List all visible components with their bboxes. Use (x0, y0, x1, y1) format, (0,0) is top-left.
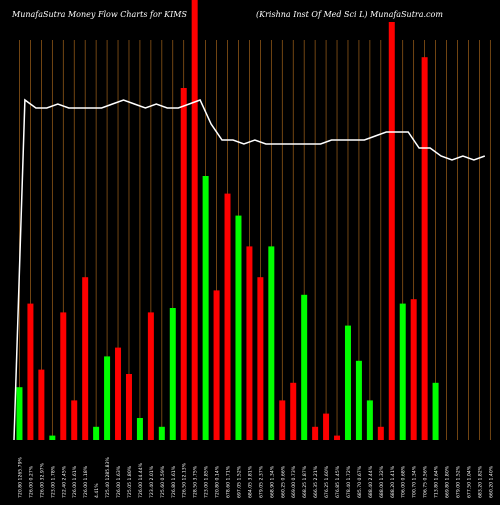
x-tick-label: 725.60 0.59% (160, 465, 166, 498)
x-tick-label: 720.80 0.14% (215, 465, 221, 498)
bar (246, 246, 253, 440)
x-tick-label: 676.85 1.45% (335, 465, 341, 498)
bar (334, 435, 341, 440)
x-tick-label: 728.50 3.75% (193, 465, 199, 498)
bar (158, 426, 165, 440)
x-tick-label: 688.40 2.44% (368, 465, 374, 498)
x-tick-label: 688.20 1.41% (390, 465, 396, 498)
bar (180, 88, 187, 440)
bar (169, 308, 176, 440)
x-tick-label: 726.00 0.27% (28, 465, 34, 498)
x-tick-label: 668.25 1.87% (302, 465, 308, 498)
money-flow-line (13, 98, 486, 441)
x-tick-label: 666.35 2.21% (313, 465, 319, 498)
x-tick-label: 700.70 1.34% (412, 465, 418, 498)
bar (399, 303, 406, 440)
bar (290, 382, 297, 440)
bar (421, 57, 428, 440)
x-tick-label: 726.00 1.63% (116, 465, 122, 498)
bar (136, 418, 143, 440)
x-tick-label: 706.75 0.56% (423, 465, 429, 498)
x-tick-label: 669.80 1.80% (445, 465, 451, 498)
bar (344, 325, 351, 440)
bar (213, 290, 220, 440)
x-tick-label: 678.60 1.71% (226, 465, 232, 498)
x-tick-label: 722.40 2.45% (61, 465, 67, 498)
bar (257, 277, 264, 440)
x-tick-label: 726.00 1.18% (83, 465, 89, 498)
x-tick-label: 684.05 3.81% (247, 465, 253, 498)
x-tick-label: 676.25 1.60% (324, 465, 330, 498)
x-tick-label: 677.50 1.04% (466, 465, 472, 498)
bar (377, 426, 384, 440)
x-tick-label: 723.40 2.01% (149, 465, 155, 498)
bar (355, 360, 362, 440)
x-tick-label: 660.25 0.66% (280, 465, 286, 498)
bar (432, 382, 439, 440)
bar (301, 294, 308, 440)
bar (16, 387, 23, 440)
x-tick-label: 679.00 1.52% (455, 465, 461, 498)
bar (388, 22, 395, 440)
bar (82, 277, 89, 440)
bar (38, 369, 45, 440)
bar (323, 413, 330, 440)
bar (235, 215, 242, 440)
bar (125, 374, 132, 440)
bar (49, 435, 56, 440)
x-tick-label: 713.80 1.64% (434, 465, 440, 498)
bar (202, 176, 209, 440)
x-tick-label: 726.00 14.44% (138, 462, 144, 498)
x-tick-label: 725.40 1285.83% (105, 456, 111, 498)
x-tick-label: 688.00 1.32% (379, 465, 385, 498)
chart-title: MunafaSutra Money Flow Charts for KIMS (12, 10, 187, 19)
bar (268, 246, 275, 440)
x-tick-labels: 720.80 1265.79% 726.00 0.27% 726.00 32.97%… (17, 456, 494, 498)
x-tick-label: 697.05 1.52% (236, 465, 242, 498)
bar (191, 0, 198, 440)
x-tick-label: 706.00 0.68% (401, 465, 407, 498)
bar (312, 426, 319, 440)
bar (115, 347, 122, 440)
x-tick-label: 725.05 1.80% (127, 465, 133, 498)
bar (410, 299, 417, 440)
chart-subtitle: (Krishna Inst Of Med Sci L) MunafaSutra.… (256, 10, 443, 19)
x-tick-label: 723.00 1.78% (50, 465, 56, 498)
x-tick-label: 720.80 1265.79% (17, 456, 23, 498)
bar (147, 312, 154, 440)
x-tick-label: 726.00 1.61% (72, 465, 78, 498)
x-tick-label: 726.80 1.61% (171, 465, 177, 498)
bar (71, 400, 78, 440)
x-tick-label: 726.00 32.97% (39, 462, 45, 498)
bar (104, 356, 111, 440)
x-tick-label: 685.70 0.67% (357, 465, 363, 498)
x-tick-label: 679.05 2.37% (258, 465, 264, 498)
x-tick-label: 660.20 1.40% (488, 465, 494, 498)
x-tick-label: 726.50 12.13% (182, 462, 188, 498)
grid-lines (19, 40, 491, 440)
bar (93, 426, 100, 440)
bar (279, 400, 286, 440)
bar (366, 400, 373, 440)
bar (60, 312, 67, 440)
x-tick-label: 678.40 1.72% (346, 465, 352, 498)
bar (27, 303, 34, 440)
bar-series (16, 0, 439, 440)
x-tick-label: 669.00 0.73% (291, 465, 297, 498)
bar (224, 193, 231, 440)
x-tick-label: 668.90 1.34% (269, 465, 275, 498)
x-tick-label: 683.20 1.82% (477, 465, 483, 498)
x-tick-label: 4.41% (94, 483, 100, 498)
x-tick-label: 723.00 1.85% (204, 465, 210, 498)
